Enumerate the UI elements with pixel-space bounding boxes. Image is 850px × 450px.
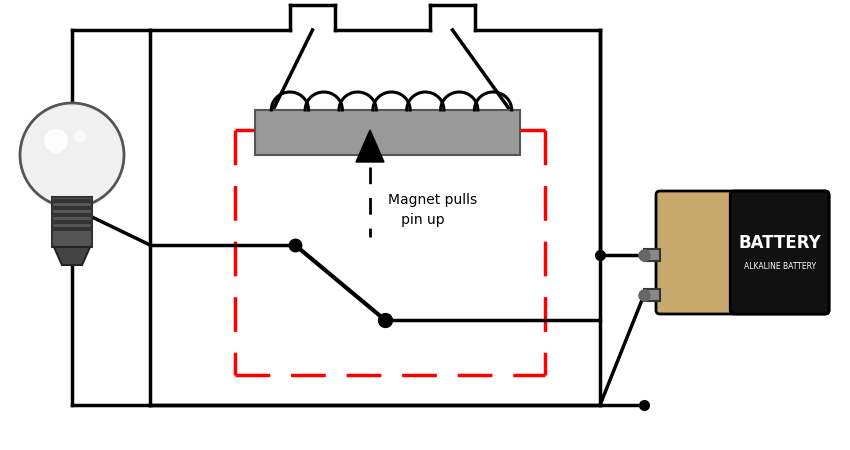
Circle shape [20, 103, 124, 207]
Bar [52, 220, 92, 224]
Text: BATTERY: BATTERY [739, 234, 821, 252]
Circle shape [74, 131, 86, 143]
FancyBboxPatch shape [730, 191, 829, 314]
Bar [644, 289, 660, 301]
Bar [52, 213, 92, 217]
Text: pin up: pin up [388, 213, 445, 227]
Polygon shape [356, 130, 384, 162]
Bar [52, 197, 92, 247]
Bar [255, 110, 520, 155]
Polygon shape [54, 247, 90, 265]
Text: Magnet pulls: Magnet pulls [388, 193, 477, 207]
Bar [52, 199, 92, 203]
Bar [52, 227, 92, 231]
Bar [52, 206, 92, 210]
FancyBboxPatch shape [656, 191, 829, 314]
Circle shape [44, 129, 68, 153]
Bar [644, 249, 660, 261]
Text: ALKALINE BATTERY: ALKALINE BATTERY [744, 262, 816, 271]
